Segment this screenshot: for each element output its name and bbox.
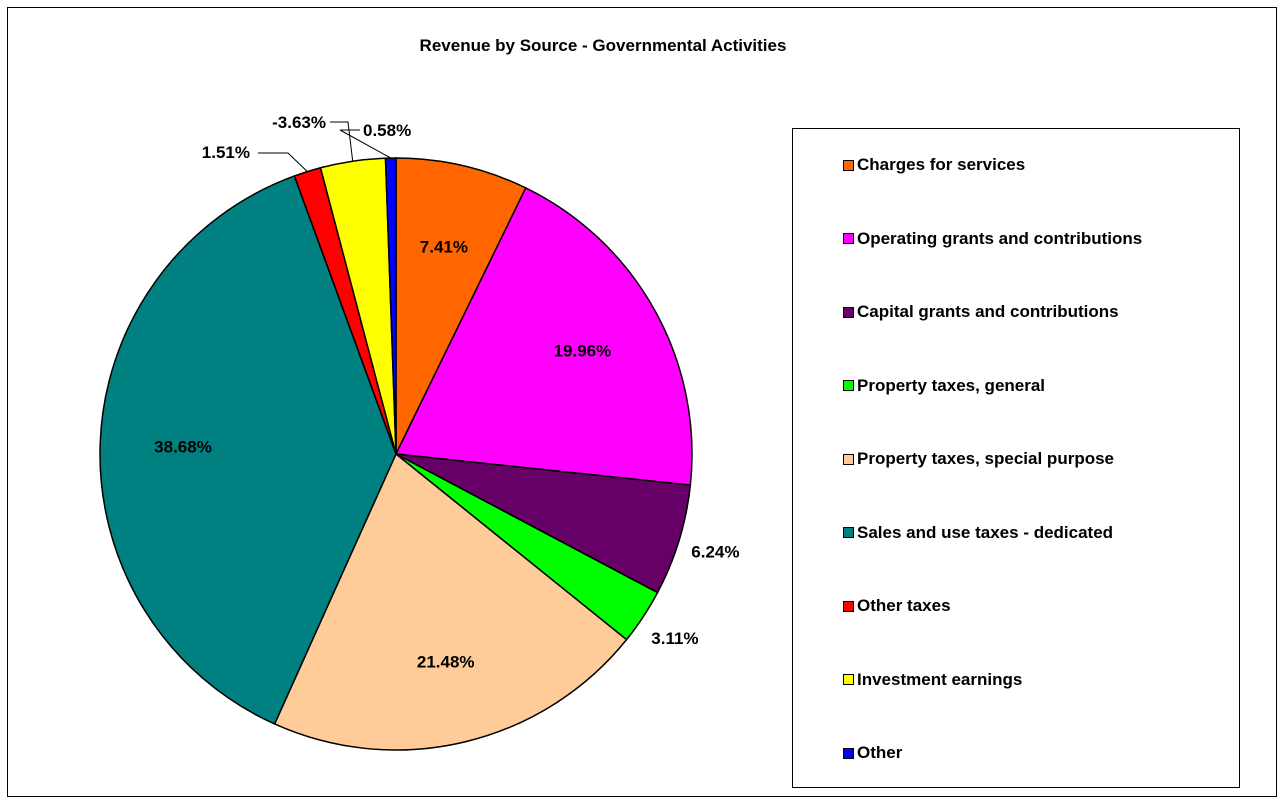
pie-chart: 7.41% 19.96% 6.24% 3.11% 21.48% 38.68% 1.51% -3…	[99, 113, 740, 751]
legend-item-charges-for-services: Charges for services	[843, 155, 1025, 175]
chart-title: Revenue by Source - Governmental Activit…	[419, 36, 787, 55]
pie-slice-sales-and-use-taxes-dedicated	[99, 175, 397, 725]
legend-swatch	[843, 306, 854, 318]
slice-label-other-taxes: 1.51%	[202, 143, 250, 162]
pie-slice-operating-grants-and-contributions	[394, 186, 693, 486]
legend-swatch	[843, 527, 854, 538]
leader-line-other	[339, 129, 391, 159]
legend-label: Sales and use taxes - dedicated	[857, 522, 1114, 542]
legend-label: Charges for services	[857, 155, 1026, 174]
slice-label-investment-earnings: -3.63%	[272, 113, 326, 132]
leader-line-investment-earnings	[330, 121, 354, 162]
legend-label: Investment earnings	[857, 669, 1023, 689]
pie-slice-other	[384, 157, 397, 455]
legend-swatch	[843, 600, 854, 612]
slice-label-capital-grants-and-contributions: 6.24%	[691, 543, 739, 562]
leader-line-other-taxes	[258, 152, 308, 172]
slice-label-property-taxes-general: 3.11%	[651, 629, 698, 648]
legend-label: Other taxes	[857, 596, 951, 615]
legend-item-operating-grants-and-contributions: Operating grants and contributions	[843, 229, 1142, 249]
legend-item-property-taxes-general: Property taxes, general	[843, 376, 1045, 396]
slice-label-operating-grants-and-contributions: 19.96%	[554, 342, 612, 361]
chart-frame: Revenue by Source - Governmental Activit…	[7, 7, 1277, 797]
slice-label-property-taxes-special-purpose: 21.48%	[417, 652, 475, 671]
legend-label: Capital grants and contributions	[857, 302, 1119, 321]
legend-swatch	[843, 674, 854, 685]
legend-item-other: Other	[843, 743, 902, 763]
slice-label-sales-and-use-taxes-dedicated: 38.68%	[154, 437, 212, 456]
legend-label: Operating grants and contributions	[857, 228, 1143, 248]
pie-slice-property-taxes-special-purpose	[273, 452, 628, 751]
legend: Charges for services Operating grants and…	[792, 128, 1240, 788]
legend-swatch	[843, 747, 854, 759]
legend-item-property-taxes-special-purpose: Property taxes, special purpose	[843, 449, 1114, 469]
slice-label-charges-for-services: 7.41%	[420, 237, 468, 256]
legend-item-other-taxes: Other taxes	[843, 596, 951, 616]
pie-slice-charges-for-services	[395, 157, 527, 455]
legend-item-capital-grants-and-contributions: Capital grants and contributions	[843, 302, 1119, 322]
legend-item-investment-earnings: Investment earnings	[843, 670, 1022, 690]
slice-label-other: 0.58%	[363, 121, 411, 140]
legend-item-sales-and-use-taxes-dedicated: Sales and use taxes - dedicated	[843, 523, 1113, 543]
legend-swatch	[843, 380, 854, 391]
legend-swatch	[843, 233, 854, 244]
legend-label: Property taxes, general	[857, 375, 1046, 395]
legend-swatch	[843, 453, 854, 465]
legend-label: Other	[857, 743, 903, 762]
legend-swatch	[843, 159, 854, 171]
legend-label: Property taxes, special purpose	[857, 449, 1114, 468]
